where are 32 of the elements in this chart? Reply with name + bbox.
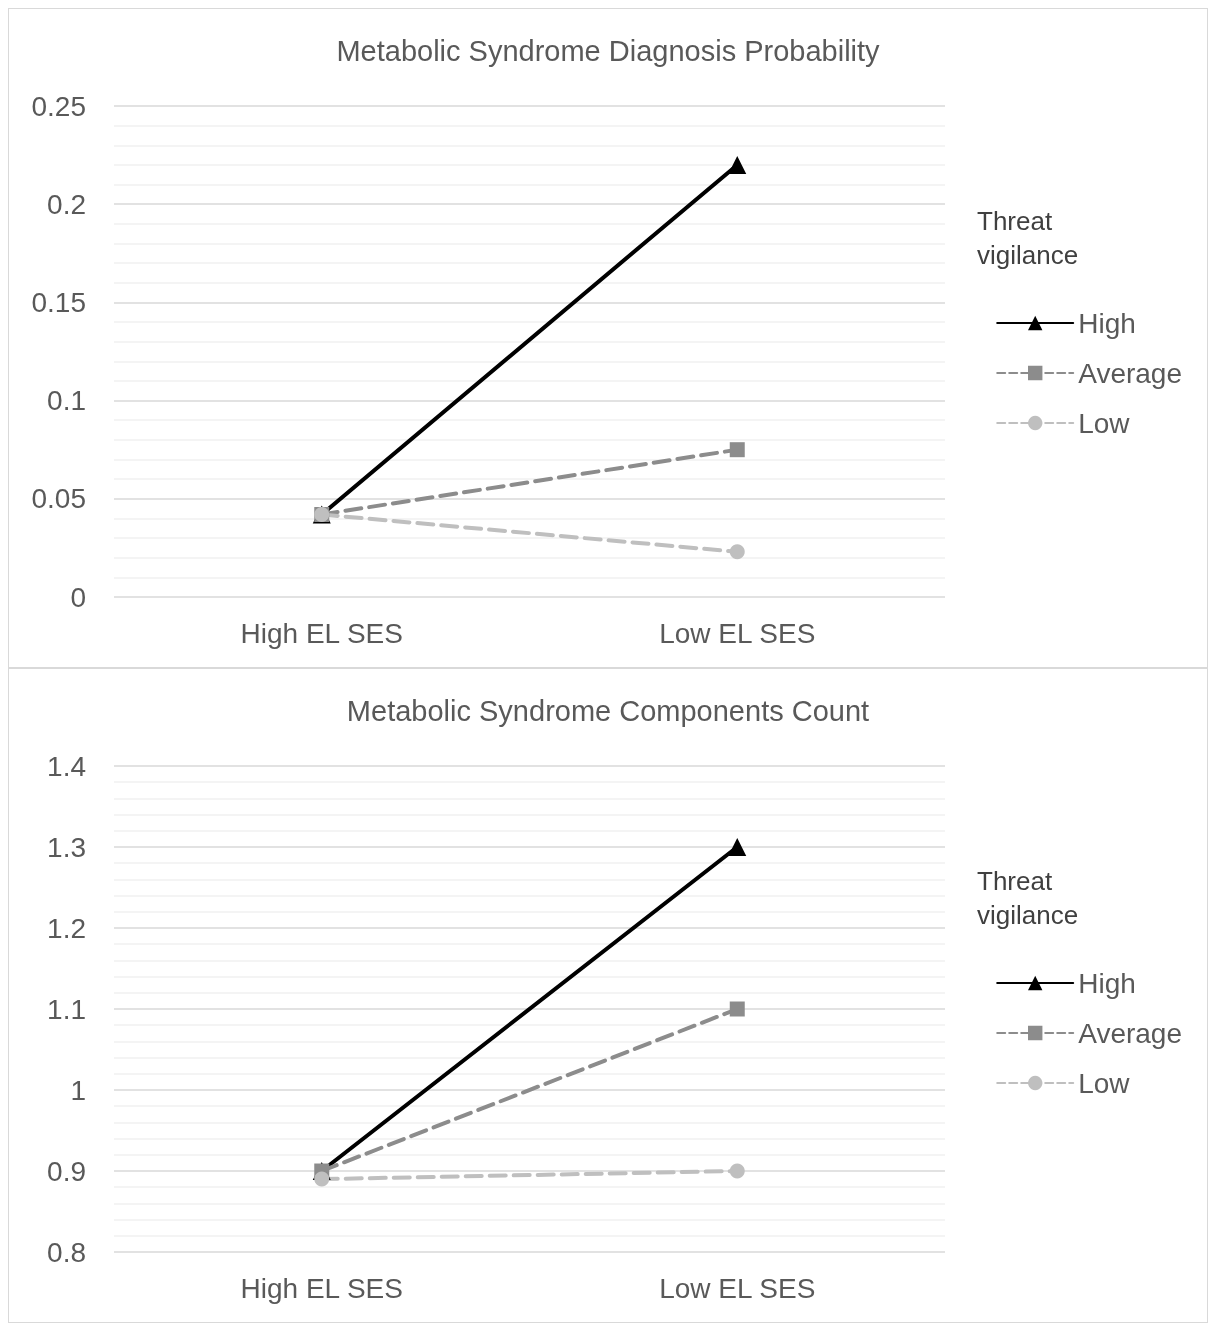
point <box>729 442 745 458</box>
x-tick-label: High EL SES <box>240 617 403 649</box>
y-tick-label: 1.1 <box>47 993 86 1025</box>
legend-title: Threat vigilance <box>977 866 1079 930</box>
legend-title: Threat vigilance <box>977 206 1079 270</box>
legend-label: High <box>1078 307 1136 339</box>
legend-label: Average <box>1078 357 1183 389</box>
chart-title: Metabolic Syndrome Diagnosis Probability <box>336 34 881 67</box>
y-tick-label: 0.8 <box>47 1236 86 1268</box>
legend-label: Low <box>1078 1067 1131 1099</box>
y-tick-label: 0.25 <box>31 90 86 122</box>
chart-title: Metabolic Syndrome Components Count <box>346 694 870 727</box>
legend-label: Low <box>1078 407 1131 439</box>
point <box>729 1001 745 1017</box>
y-tick-label: 1.4 <box>47 750 86 782</box>
y-tick-label: 1 <box>70 1074 86 1106</box>
x-tick-label: Low EL SES <box>659 1272 816 1304</box>
x-tick-label: Low EL SES <box>659 617 816 649</box>
point <box>314 1171 330 1187</box>
y-tick-label: 0.2 <box>47 188 86 220</box>
y-tick-label: 0 <box>70 581 86 613</box>
y-tick-label: 0.9 <box>47 1155 86 1187</box>
point <box>729 544 745 560</box>
y-tick-label: 0.05 <box>31 483 86 515</box>
point <box>729 1163 745 1179</box>
legend-label: Average <box>1078 1017 1183 1049</box>
y-tick-label: 1.3 <box>47 831 86 863</box>
y-tick-label: 0.1 <box>47 385 86 417</box>
legend-label: High <box>1078 967 1136 999</box>
y-tick-label: 1.2 <box>47 912 86 944</box>
y-tick-label: 0.15 <box>31 286 86 318</box>
x-tick-label: High EL SES <box>240 1272 403 1304</box>
